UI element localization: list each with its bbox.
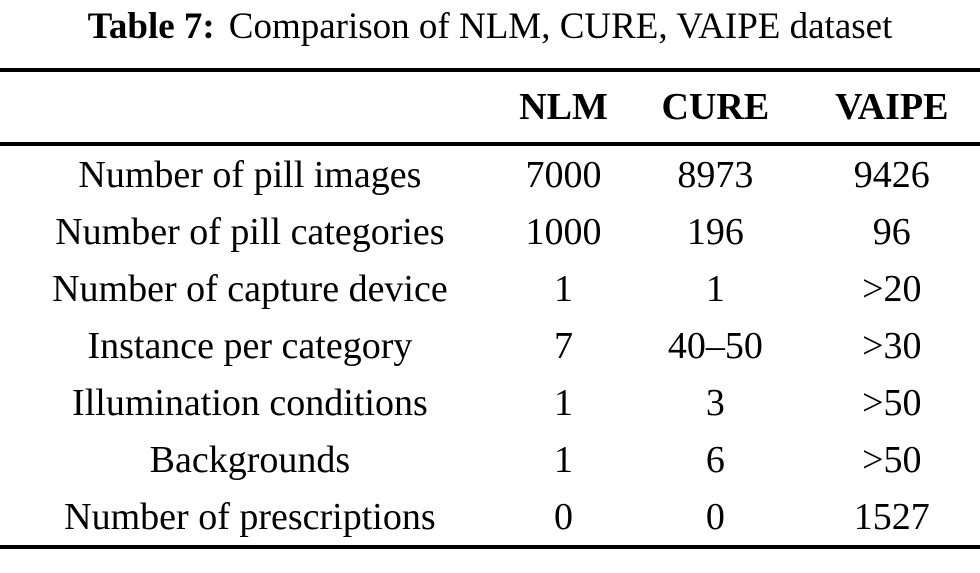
header-row: NLM CURE VAIPE xyxy=(0,70,980,144)
row-label: Number of pill categories xyxy=(55,210,445,253)
cell-nlm: 1000 xyxy=(525,210,602,253)
cell-vaipe: >20 xyxy=(862,267,922,310)
cell-cure: 0 xyxy=(705,495,725,538)
row-label: Backgrounds xyxy=(149,438,351,481)
row-label: Illumination conditions xyxy=(72,381,428,424)
table-row: Instance per category 7 40–50 >30 xyxy=(0,317,980,374)
row-label: Number of pill images xyxy=(78,153,422,196)
cell-vaipe: 9426 xyxy=(853,153,930,196)
cell-cure: 6 xyxy=(705,438,725,481)
cell-nlm: 7000 xyxy=(525,153,602,196)
cell-vaipe: >30 xyxy=(862,324,922,367)
cell-nlm: 0 xyxy=(554,495,573,538)
cell-nlm: 7 xyxy=(554,324,573,367)
table-row: Number of capture device 1 1 >20 xyxy=(0,260,980,317)
row-label: Number of prescriptions xyxy=(64,495,436,538)
cell-cure: 40–50 xyxy=(667,324,763,367)
table-row: Illumination conditions 1 3 >50 xyxy=(0,374,980,431)
cell-nlm: 1 xyxy=(554,438,573,481)
cell-cure: 3 xyxy=(705,381,725,424)
table-caption-text: Comparison of NLM, CURE, VAIPE dataset xyxy=(228,6,893,47)
table-row: Number of pill categories 1000 196 96 xyxy=(0,203,980,260)
cell-vaipe: 96 xyxy=(872,210,911,253)
row-label: Instance per category xyxy=(87,324,413,367)
cell-cure: 8973 xyxy=(677,153,754,196)
comparison-table: NLM CURE VAIPE Number of pill images 700… xyxy=(0,68,980,549)
row-label: Number of capture device xyxy=(52,267,448,310)
table-row: Number of prescriptions 0 0 1527 xyxy=(0,488,980,547)
column-header-empty xyxy=(0,70,500,144)
table-caption-label: Table 7: xyxy=(87,6,215,47)
column-header-vaipe: VAIPE xyxy=(835,86,949,128)
table-row: Number of pill images 7000 8973 9426 xyxy=(0,144,980,203)
cell-cure: 1 xyxy=(705,267,725,310)
cell-vaipe: >50 xyxy=(862,381,922,424)
table-row: Backgrounds 1 6 >50 xyxy=(0,431,980,488)
cell-vaipe: 1527 xyxy=(853,495,930,538)
table-caption: Table 7: Comparison of NLM, CURE, VAIPE d… xyxy=(0,0,980,50)
cell-vaipe: >50 xyxy=(862,438,922,481)
cell-cure: 196 xyxy=(686,210,744,253)
column-header-cure: CURE xyxy=(661,86,770,128)
cell-nlm: 1 xyxy=(554,267,573,310)
column-header-nlm: NLM xyxy=(519,86,608,128)
cell-nlm: 1 xyxy=(554,381,573,424)
